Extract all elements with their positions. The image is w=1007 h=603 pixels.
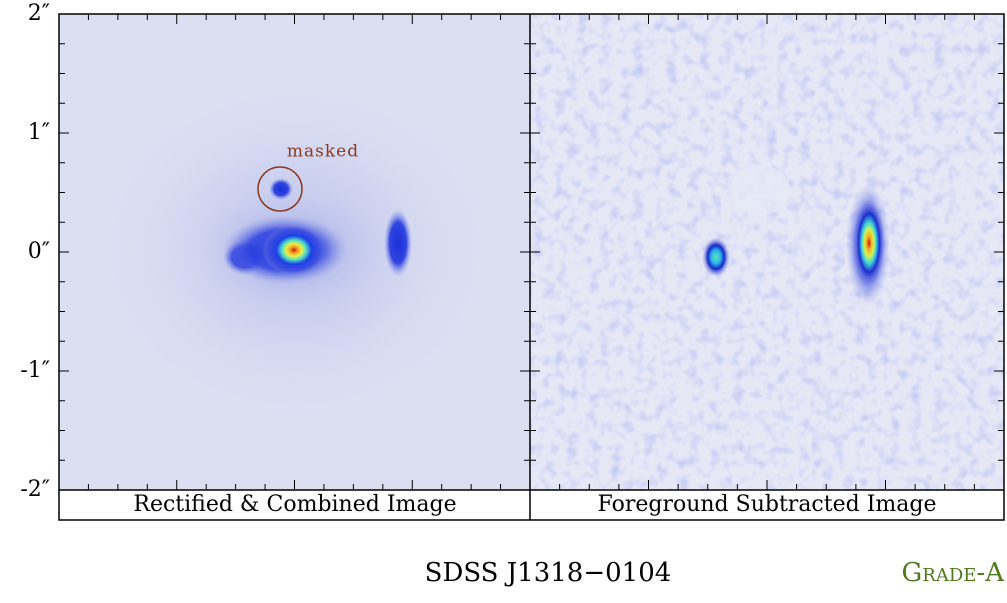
grade: Grade-A	[902, 558, 1006, 588]
y-tick-label: -1″	[20, 358, 50, 383]
left-image: masked	[59, 14, 530, 490]
y-tick-label: -2″	[20, 477, 50, 502]
y-tick-label: 2″	[28, 1, 50, 26]
object-name: SDSS J1318−0104	[425, 558, 672, 588]
panel-caption: Rectified & Combined Image	[133, 492, 456, 517]
y-tick-label: 1″	[28, 120, 50, 145]
frame	[58, 13, 1005, 521]
panel-caption: Foreground Subtracted Image	[598, 492, 937, 517]
right-image	[530, 14, 1004, 490]
y-tick-label: 0″	[28, 239, 50, 264]
annotation: masked	[287, 142, 359, 162]
